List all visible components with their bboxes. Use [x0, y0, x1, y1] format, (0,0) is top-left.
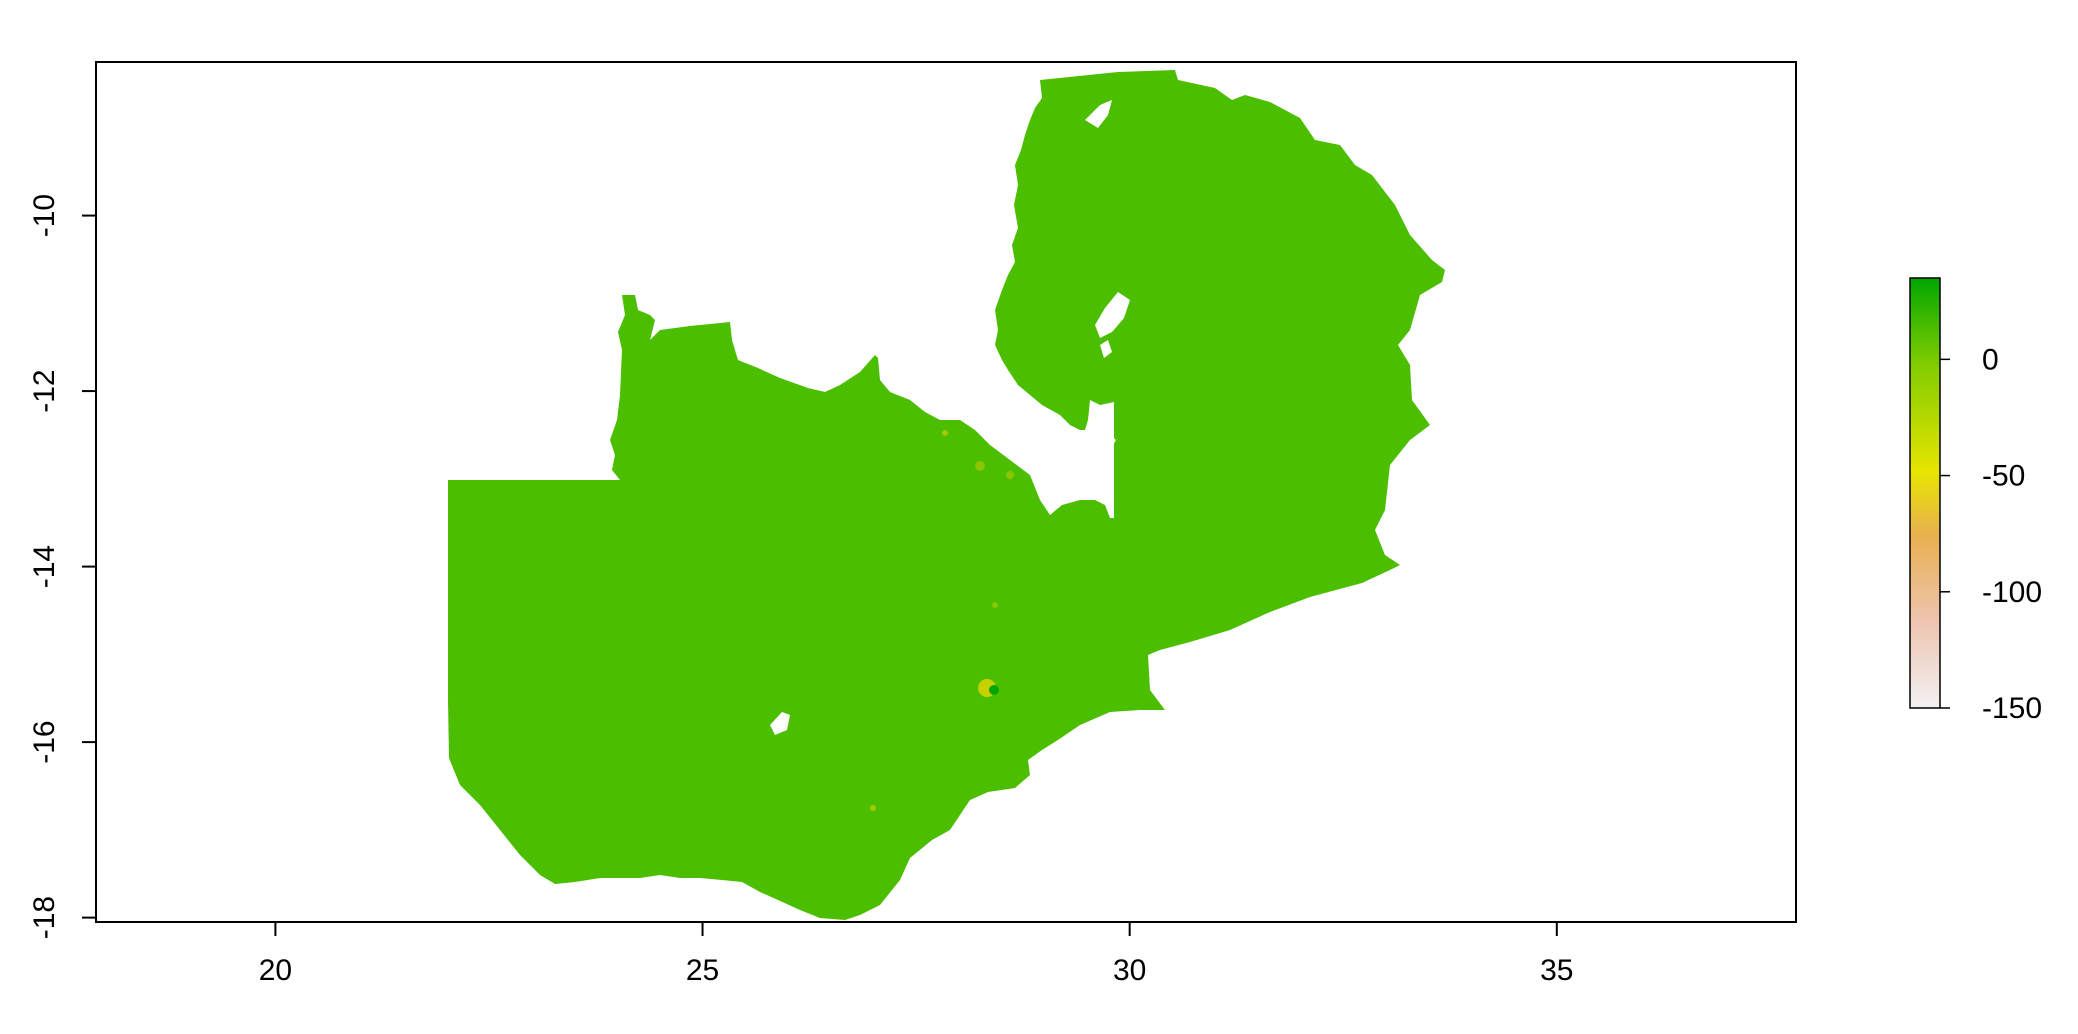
y-tick-label: -10	[28, 194, 61, 237]
lake-hole	[1085, 100, 1112, 128]
y-axis: -10 -12 -14 -16 -18	[28, 194, 97, 939]
x-tick-label: 30	[1113, 954, 1146, 987]
raster-layer	[448, 70, 1445, 920]
country-raster-shape	[448, 70, 1445, 920]
raster-anomaly	[942, 430, 948, 436]
legend-tick-label: -150	[1982, 692, 2042, 725]
legend-tick-label: 0	[1982, 343, 1999, 376]
lake-hole	[1100, 340, 1112, 358]
lake-hole	[1095, 292, 1130, 338]
x-tick-label: 35	[1540, 954, 1573, 987]
y-tick-label: -16	[28, 720, 61, 763]
x-tick-label: 20	[259, 954, 292, 987]
legend-ticks: 0 -50 -100 -150	[1940, 343, 2042, 725]
color-legend: 0 -50 -100 -150	[1909, 277, 2042, 725]
y-tick-label: -14	[28, 545, 61, 588]
x-tick-label: 25	[686, 954, 719, 987]
raster-anomaly	[975, 461, 985, 471]
raster-anomaly	[870, 805, 876, 811]
raster-anomaly	[992, 602, 998, 608]
legend-color-bar	[1909, 277, 1941, 709]
legend-tick-label: -100	[1982, 576, 2042, 609]
y-tick-label: -12	[28, 369, 61, 412]
raster-anomaly	[1006, 471, 1014, 479]
lake-hole	[770, 712, 790, 735]
notch-hole	[1088, 430, 1116, 452]
y-tick-label: -18	[28, 896, 61, 939]
legend-tick-label: -50	[1982, 460, 2025, 493]
x-axis: 20 25 30 35	[259, 921, 1573, 987]
raster-anomaly	[989, 685, 999, 695]
